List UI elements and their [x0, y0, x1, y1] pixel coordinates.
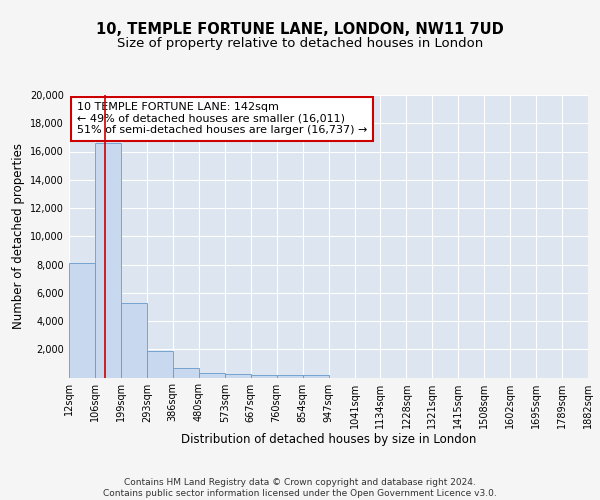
Bar — [95, 143, 121, 378]
Text: 10, TEMPLE FORTUNE LANE, LONDON, NW11 7UD: 10, TEMPLE FORTUNE LANE, LONDON, NW11 7U… — [96, 22, 504, 38]
Bar — [173, 368, 199, 378]
Text: Size of property relative to detached houses in London: Size of property relative to detached ho… — [117, 38, 483, 51]
Bar — [121, 302, 147, 378]
X-axis label: Distribution of detached houses by size in London: Distribution of detached houses by size … — [181, 434, 476, 446]
Text: 10 TEMPLE FORTUNE LANE: 142sqm
← 49% of detached houses are smaller (16,011)
51%: 10 TEMPLE FORTUNE LANE: 142sqm ← 49% of … — [77, 102, 367, 136]
Bar — [302, 376, 329, 378]
Bar — [199, 373, 224, 378]
Y-axis label: Number of detached properties: Number of detached properties — [12, 143, 25, 329]
Bar — [277, 375, 302, 378]
Bar — [69, 263, 95, 378]
Text: Contains HM Land Registry data © Crown copyright and database right 2024.
Contai: Contains HM Land Registry data © Crown c… — [103, 478, 497, 498]
Bar — [224, 374, 251, 378]
Bar — [147, 352, 173, 378]
Bar — [251, 374, 277, 378]
